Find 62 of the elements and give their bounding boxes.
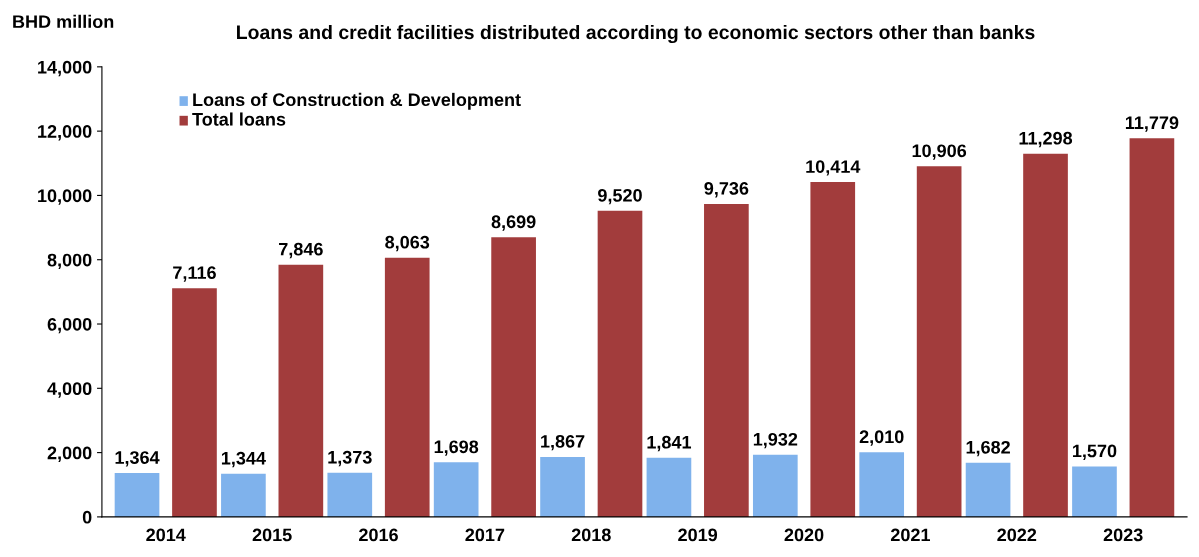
x-tick-label: 2021	[890, 528, 930, 542]
bar	[1023, 153, 1068, 517]
y-tick-label: 14,000	[38, 60, 92, 77]
bar	[810, 182, 856, 517]
data-label: 1,373	[328, 450, 372, 467]
bar	[916, 166, 962, 517]
data-label: 1,932	[753, 432, 798, 449]
bar	[1072, 466, 1117, 517]
x-tick-label: 2023	[1103, 528, 1143, 542]
x-tick-label: 2017	[465, 528, 505, 542]
y-tick-label: 10,000	[38, 189, 92, 205]
y-tick-label: 12,000	[38, 125, 92, 141]
data-label: 1,682	[966, 440, 1010, 457]
data-label: 8,063	[385, 235, 430, 252]
y-tick-label: 6,000	[47, 317, 92, 334]
data-label: 1,344	[221, 451, 266, 468]
bar	[1129, 138, 1175, 517]
data-label: 1,698	[434, 440, 479, 456]
bar	[114, 473, 160, 517]
x-tick-label: 2016	[359, 528, 398, 542]
x-tick-label: 2019	[678, 528, 718, 542]
bar	[597, 210, 643, 517]
legend-label: Total loans	[192, 112, 286, 126]
chart-title: Loans and credit facilities distributed according to economic sectors other than banks	[237, 24, 1035, 44]
bar	[540, 456, 585, 517]
data-label: 10,414	[806, 160, 861, 176]
data-label: 11,298	[1019, 131, 1073, 148]
bar	[327, 472, 373, 517]
x-tick-label: 2018	[571, 528, 611, 542]
data-label: 1,364	[115, 451, 160, 467]
data-label: 7,116	[173, 266, 216, 282]
data-label: 10,906	[912, 144, 967, 160]
data-label: 2,010	[859, 430, 904, 446]
bar	[646, 457, 692, 517]
x-tick-label: 2022	[997, 528, 1037, 542]
y-tick-label: 0	[82, 510, 92, 524]
data-label: 7,846	[279, 242, 323, 259]
bar	[221, 473, 266, 517]
bar	[491, 237, 536, 517]
data-label: 1,841	[647, 435, 692, 452]
y-tick-label: 2,000	[47, 446, 92, 462]
bar	[433, 462, 479, 517]
x-tick-label: 2015	[252, 528, 292, 542]
data-label: 1,570	[1073, 444, 1117, 460]
data-label: 9,736	[704, 182, 749, 198]
data-label: 11,779	[1125, 116, 1179, 132]
legend-label: Loans of Construction & Development	[193, 92, 521, 110]
data-label: 9,520	[598, 188, 642, 205]
x-tick-label: 2014	[146, 528, 186, 542]
bar	[859, 452, 905, 517]
bar	[384, 257, 430, 517]
bar	[965, 462, 1011, 517]
y-tick-label: 4,000	[47, 382, 92, 398]
data-label: 8,699	[491, 215, 536, 231]
x-tick-label: 2020	[784, 528, 824, 542]
y-axis-title: BHD million	[13, 14, 114, 29]
bar	[704, 203, 749, 517]
bar	[752, 454, 798, 517]
bar	[278, 264, 324, 517]
y-tick-label: 8,000	[47, 253, 92, 270]
bar	[172, 288, 217, 517]
data-label: 1,867	[541, 434, 585, 451]
